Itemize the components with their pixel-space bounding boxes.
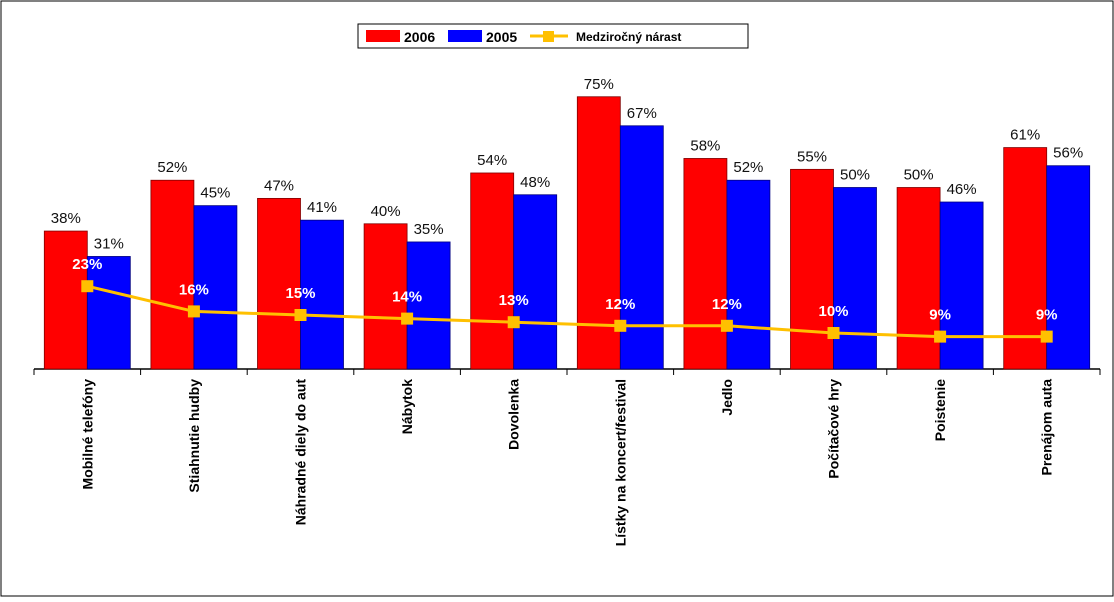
bar-2006-mobilne-telefony <box>43 230 88 370</box>
bar-2005-poistenie <box>939 201 984 370</box>
legend-label-2005: 2005 <box>486 29 517 45</box>
bar-2005-nahradne-diely-do-aut <box>300 219 344 370</box>
growth-marker-stiahnutie-hudby <box>187 305 200 318</box>
growth-label-stiahnutie-hudby: 16% <box>179 281 209 298</box>
bar-2006-nabytok <box>363 223 408 370</box>
bar-2006-stiahnutie-hudby <box>150 179 195 370</box>
legend: 2006 2005 Medziročný nárast <box>357 23 749 49</box>
growth-line-path <box>86 284 1047 339</box>
label-2006-poistenie: 50% <box>904 167 934 184</box>
label-2005-dovolenka: 48% <box>520 174 550 191</box>
bar-2005-pocitacove-hry <box>833 187 877 370</box>
growth-label-dovolenka: 13% <box>499 292 529 309</box>
growth-label-pocitacove-hry: 10% <box>818 303 848 320</box>
label-2005-nabytok: 35% <box>414 221 444 238</box>
bar-2005-dovolenka <box>513 194 558 370</box>
bar-2006-poistenie <box>896 187 941 370</box>
growth-label-nabytok: 14% <box>392 289 422 306</box>
data-labels: 38% 31% 52% 45% 47% 41% 40% 35% 54% 48% 75% 67% 58% 5… <box>51 76 1083 324</box>
label-2006-prenajom-auta: 61% <box>1010 127 1040 144</box>
legend-swatch-2005 <box>448 30 482 42</box>
category-labels: Mobilné telefóny Stiahnutie hudby Náhradné… <box>79 379 1054 547</box>
growth-label-nahradne-diely-do-aut: 15% <box>285 285 315 302</box>
category-label-prenajom-auta: Prenájom auta <box>1039 379 1055 476</box>
category-label-dovolenka: Dovolenka <box>506 379 522 450</box>
growth-marker-nabytok <box>401 312 414 325</box>
category-label-stiahnutie-hudby: Stiahnutie hudby <box>186 379 202 493</box>
label-2005-poistenie: 46% <box>947 181 977 198</box>
bar-2005-listky-na-koncert-festival <box>619 125 664 370</box>
legend-swatch-2006 <box>366 30 400 42</box>
label-2006-dovolenka: 54% <box>477 152 507 169</box>
bar-2006-nahradne-diely-do-aut <box>257 197 301 370</box>
category-label-pocitacove-hry: Počítačové hry <box>826 379 842 479</box>
label-2006-jedlo: 58% <box>690 137 720 154</box>
growth-marker-jedlo <box>720 319 733 332</box>
bar-2006-jedlo <box>683 158 728 370</box>
bar-2005-prenajom-auta <box>1046 165 1091 370</box>
label-2005-listky-na-koncert-festival: 67% <box>627 105 657 122</box>
category-label-nabytok: Nábytok <box>399 379 415 434</box>
label-2005-prenajom-auta: 56% <box>1053 145 1083 162</box>
category-label-mobilne-telefony: Mobilné telefóny <box>79 379 95 490</box>
category-label-poistenie: Poistenie <box>932 379 948 441</box>
bar-2006-pocitacove-hry <box>790 168 834 370</box>
bar-2006-listky-na-koncert-festival <box>576 96 621 370</box>
category-label-jedlo: Jedlo <box>719 379 735 416</box>
growth-marker-prenajom-auta <box>1040 330 1053 343</box>
bar-2005-stiahnutie-hudby <box>193 205 238 370</box>
growth-marker-listky-na-koncert-festival <box>614 319 627 332</box>
growth-marker-pocitacove-hry <box>827 327 840 339</box>
label-2006-mobilne-telefony: 38% <box>51 210 81 227</box>
bars <box>43 96 1091 370</box>
label-2005-stiahnutie-hudby: 45% <box>200 185 230 202</box>
label-2006-nabytok: 40% <box>371 203 401 220</box>
label-2005-nahradne-diely-do-aut: 41% <box>307 199 337 216</box>
growth-label-mobilne-telefony: 23% <box>72 256 102 273</box>
growth-line <box>81 280 1053 343</box>
x-axis-ticks <box>33 369 1101 375</box>
growth-label-jedlo: 12% <box>712 296 742 313</box>
label-2005-jedlo: 52% <box>733 159 763 176</box>
legend-label-2006: 2006 <box>404 29 435 45</box>
label-2005-mobilne-telefony: 31% <box>94 235 124 252</box>
legend-marker-growth <box>543 31 554 42</box>
growth-marker-nahradne-diely-do-aut <box>294 309 307 321</box>
label-2006-pocitacove-hry: 55% <box>797 148 827 165</box>
label-2005-pocitacove-hry: 50% <box>840 167 870 184</box>
bar-2005-mobilne-telefony <box>86 256 131 370</box>
growth-label-listky-na-koncert-festival: 12% <box>605 296 635 313</box>
growth-marker-mobilne-telefony <box>81 280 94 293</box>
label-2006-nahradne-diely-do-aut: 47% <box>264 177 294 194</box>
bar-2005-nabytok <box>406 241 451 370</box>
growth-marker-poistenie <box>934 330 947 343</box>
label-2006-stiahnutie-hudby: 52% <box>157 159 187 176</box>
growth-marker-dovolenka <box>507 316 520 329</box>
bar-2006-dovolenka <box>470 172 515 370</box>
growth-label-prenajom-auta: 9% <box>1036 307 1058 324</box>
label-2006-listky-na-koncert-festival: 75% <box>584 76 614 93</box>
growth-label-poistenie: 9% <box>929 307 951 324</box>
category-label-nahradne-diely-do-aut: Náhradné diely do aut <box>293 379 309 526</box>
bar-2005-jedlo <box>726 179 771 370</box>
legend-label-growth: Medziročný nárast <box>576 30 681 44</box>
category-label-listky-na-koncert-festival: Lístky na koncert/festival <box>612 379 628 546</box>
